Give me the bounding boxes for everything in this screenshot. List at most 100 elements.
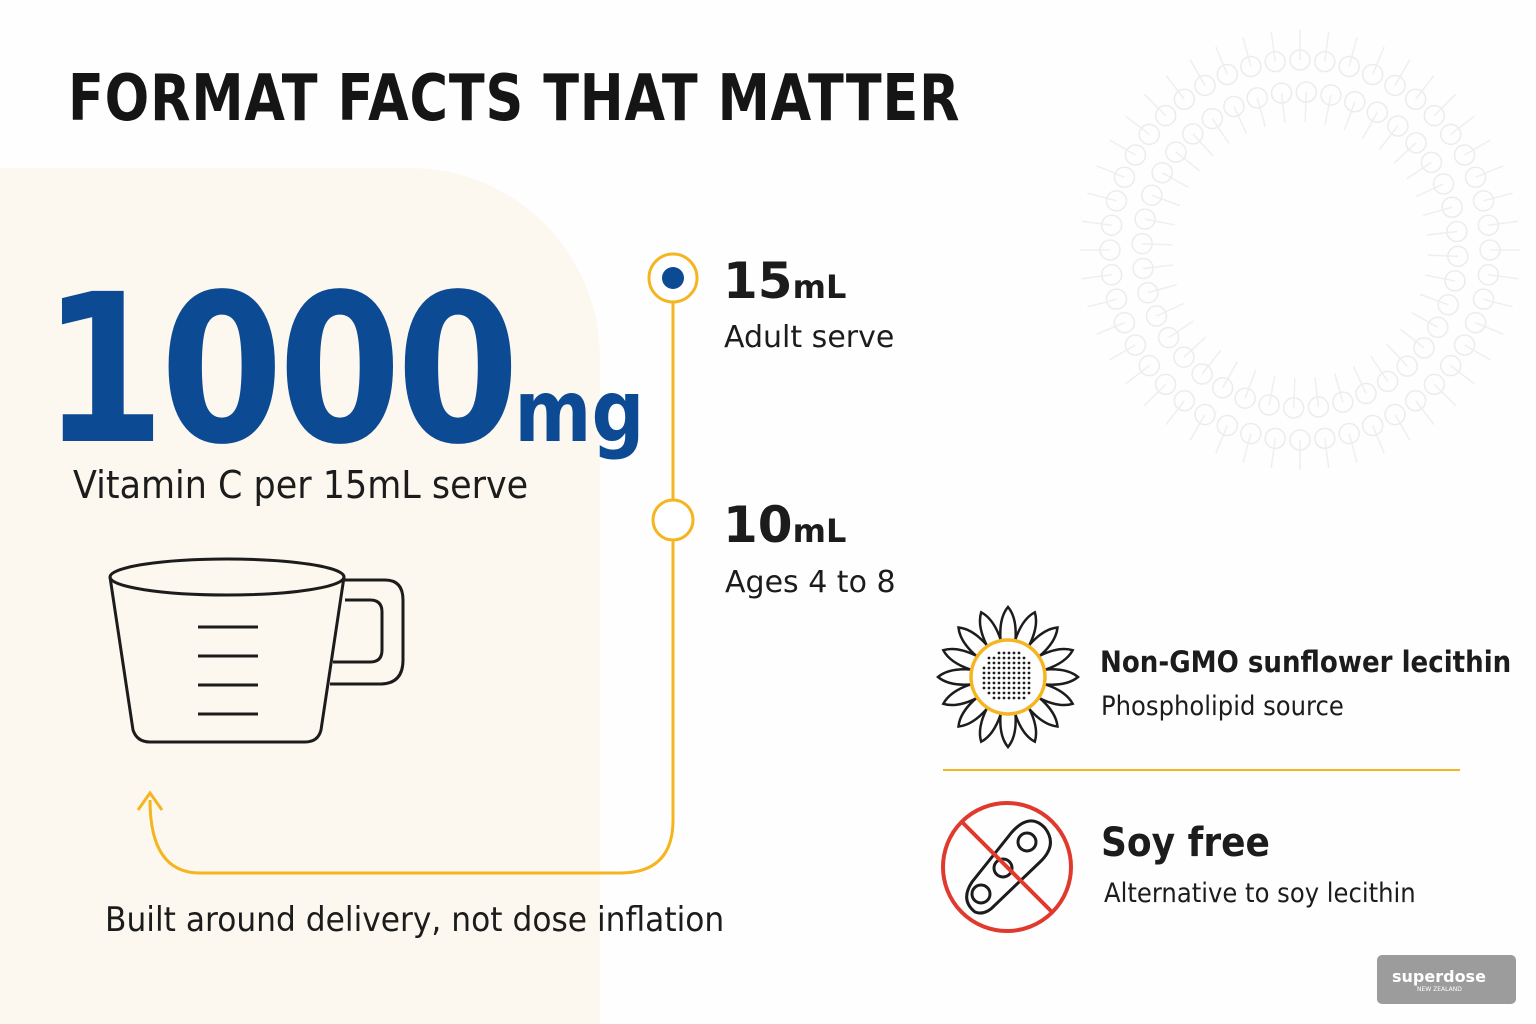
petal [957,697,988,728]
lipid-head [1423,373,1446,396]
lipid-head [1201,107,1224,130]
sunflower-icon [936,605,1080,749]
lipid-head [1234,387,1256,409]
lipid-head [1211,377,1234,399]
petal [941,647,978,671]
lipid-tail [1352,365,1367,394]
lipid-head [1216,414,1239,437]
lipid-head [1173,389,1196,412]
lipid-head [1105,190,1128,212]
lipid-head [1332,391,1354,413]
lipid-tail [1488,220,1519,226]
lipid-tail [1142,242,1173,246]
seed [1002,671,1006,675]
seed [997,666,1001,670]
petal [1028,626,1059,657]
lipid-tail [1144,218,1175,226]
logo-region: NEW ZEALAND [1417,986,1462,993]
lipid-tail [1393,142,1417,164]
lipid-tail [1348,433,1358,463]
dose-unit: mg [514,362,645,462]
lipid-head [1437,294,1459,316]
page-title: FORMAT FACTS THAT MATTER [68,62,961,136]
lipid-tail [1488,274,1519,280]
seed [982,686,986,690]
lipid-head [1446,220,1468,243]
serve-amount: 10mL [723,496,846,554]
lipid-head [1138,123,1161,146]
lipid-head [1338,422,1360,445]
lipid-head [1240,422,1262,445]
lipid-head [1314,427,1336,450]
lipid-head [1100,264,1123,286]
lipid-head [1453,334,1476,356]
lipid-tail [1142,264,1173,270]
lipid-head [1344,91,1366,113]
seed [982,681,986,685]
lipid-tail [1165,400,1185,425]
seed [1002,661,1006,665]
lipid-tail [1464,139,1491,156]
lipid-tail [1433,383,1457,407]
lipid-tail [1109,139,1136,156]
unit: mL [792,512,847,550]
lipid-head [1464,166,1487,189]
lipid-head [1113,311,1136,334]
lipid-head [1404,88,1427,111]
seed [1002,656,1006,660]
lipid-head [1105,288,1128,310]
seed [1012,651,1016,655]
lipid-head [1194,74,1216,97]
seed [992,656,996,660]
seed [997,671,1001,675]
seed [992,681,996,685]
seed [997,686,1001,690]
seed [1022,696,1026,700]
lipid-tail [1483,298,1513,308]
lipid-head [1173,88,1196,111]
seed [997,651,1001,655]
seed [1022,661,1026,665]
seed [1002,691,1006,695]
lipid-tail [1096,165,1125,178]
seed [987,661,991,665]
serve-label: Adult serve [724,320,895,355]
lipid-tail [1348,37,1358,67]
seed [1017,691,1021,695]
serve-amount: 15mL [723,252,846,310]
seed [1017,661,1021,665]
seed [1007,691,1011,695]
lipid-tail [1151,194,1181,207]
lipid-tail [1419,293,1449,306]
lipid-head [1113,166,1136,189]
lipid-head [1223,95,1245,118]
seed [1022,671,1026,675]
timeline-dot-active [662,267,684,289]
lipid-tail [1233,106,1248,135]
seed [1017,681,1021,685]
lipid-tail [1324,31,1330,62]
soy-free-icon [941,801,1073,933]
lipid-head [1132,257,1154,280]
seed [997,676,1001,680]
lipid-tail [1324,438,1330,469]
lipid-tail [1450,365,1475,385]
lipid-head [1384,403,1406,426]
seed [1027,691,1031,695]
seed [1012,666,1016,670]
lipid-tail [1242,433,1252,463]
seed [1002,666,1006,670]
seed [1027,671,1031,675]
seed [1002,681,1006,685]
petal [1014,610,1038,647]
flower-ring [969,638,1047,716]
lipid-tail [1096,322,1125,335]
lipid-head [1154,104,1177,127]
seed [987,691,991,695]
lipid-head [1240,55,1262,78]
lipid-tail [1370,356,1389,382]
lipid-head [1472,288,1495,310]
seed [982,671,986,675]
seed [1007,651,1011,655]
lipid-tail [1242,37,1252,67]
